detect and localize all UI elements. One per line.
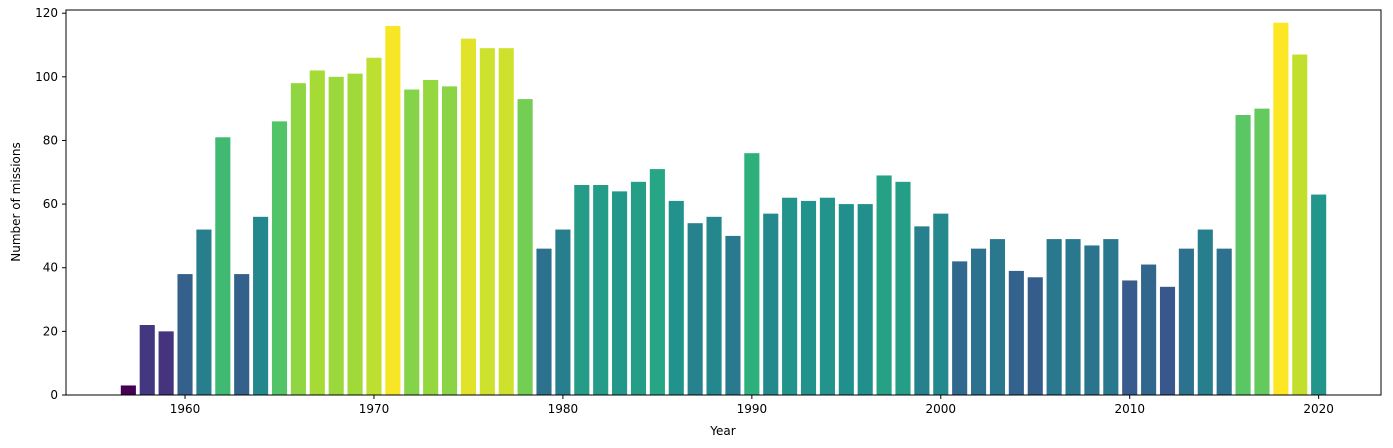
- bar-1970: [366, 57, 382, 396]
- bar-1959: [158, 331, 174, 395]
- bar-1979: [536, 248, 552, 395]
- bar-1983: [612, 191, 628, 395]
- bar-1964: [253, 216, 269, 395]
- bar-1971: [385, 25, 401, 396]
- bar-1977: [498, 48, 514, 395]
- bar-1990: [744, 153, 760, 395]
- x-tick-label: 1990: [737, 402, 768, 416]
- bar-2006: [1046, 239, 1062, 395]
- bar-1963: [234, 274, 250, 395]
- bar-2016: [1235, 115, 1251, 395]
- bar-1988: [706, 216, 722, 395]
- y-tick-label: 20: [43, 324, 58, 338]
- bars-group: [120, 22, 1327, 396]
- bar-2010: [1122, 280, 1138, 395]
- bar-1984: [630, 181, 647, 395]
- bar-2001: [952, 261, 968, 395]
- bar-2013: [1178, 248, 1194, 395]
- bar-2004: [1008, 270, 1024, 395]
- x-tick-label: 1980: [548, 402, 579, 416]
- bar-2018: [1273, 22, 1289, 396]
- bar-1992: [782, 197, 798, 395]
- bar-2014: [1197, 229, 1213, 395]
- x-axis-ticks: 1960 1970 1980 1990 2000 2010 2020: [170, 395, 1334, 416]
- bar-2008: [1084, 245, 1100, 395]
- bar-1957: [120, 385, 136, 395]
- x-tick-label: 2010: [1114, 402, 1145, 416]
- bar-2007: [1065, 239, 1081, 395]
- bar-2011: [1141, 264, 1157, 395]
- y-tick-label: 60: [43, 197, 58, 211]
- bar-1976: [479, 48, 495, 395]
- x-tick-label: 1970: [359, 402, 390, 416]
- x-tick-label: 1960: [170, 402, 201, 416]
- x-tick-label: 2020: [1303, 402, 1334, 416]
- y-tick-label: 80: [43, 133, 58, 147]
- bar-2002: [971, 248, 987, 395]
- bar-2019: [1292, 54, 1308, 395]
- bar-1961: [196, 229, 212, 395]
- bar-2000: [933, 213, 949, 395]
- bar-1986: [668, 200, 684, 395]
- bar-1987: [687, 223, 703, 395]
- bar-1982: [593, 185, 609, 395]
- bar-2009: [1103, 239, 1119, 395]
- bar-1998: [895, 181, 911, 395]
- bar-2005: [1027, 277, 1043, 395]
- bar-1997: [876, 175, 892, 395]
- bar-1993: [800, 200, 817, 395]
- bar-1968: [328, 76, 344, 396]
- bar-2017: [1254, 108, 1270, 396]
- bar-1995: [838, 204, 854, 395]
- bar-1975: [460, 38, 476, 396]
- bar-1996: [857, 204, 873, 395]
- bar-1989: [725, 235, 741, 395]
- bar-1994: [819, 197, 835, 395]
- bar-2003: [989, 239, 1006, 395]
- y-tick-label: 100: [35, 70, 58, 84]
- bar-1974: [441, 86, 458, 395]
- bar-1991: [763, 213, 779, 395]
- bar-1960: [177, 274, 193, 395]
- y-tick-label: 0: [50, 388, 58, 402]
- y-axis-ticks: 0 20 40 60 80 100 120: [35, 6, 66, 402]
- bar-1973: [423, 80, 439, 395]
- bar-1978: [517, 99, 533, 395]
- bar-1981: [574, 185, 590, 395]
- bar-1958: [139, 325, 155, 395]
- x-axis-label: Year: [709, 424, 735, 438]
- bar-1966: [290, 83, 306, 395]
- bar-1965: [271, 121, 288, 395]
- y-tick-label: 40: [43, 261, 58, 275]
- bar-1969: [347, 73, 363, 396]
- plot-frame: [65, 9, 1382, 396]
- bar-2020: [1311, 194, 1327, 395]
- bar-1980: [555, 229, 571, 395]
- bar-1999: [914, 226, 930, 395]
- x-tick-label: 2000: [926, 402, 957, 416]
- bar-2015: [1216, 248, 1232, 395]
- bar-1985: [649, 169, 665, 395]
- bar-1967: [309, 70, 325, 396]
- bar-2012: [1159, 286, 1176, 395]
- y-tick-label: 120: [35, 6, 58, 20]
- bar-1972: [404, 89, 420, 395]
- y-axis-label: Number of missions: [9, 142, 23, 261]
- bar-1962: [215, 137, 231, 396]
